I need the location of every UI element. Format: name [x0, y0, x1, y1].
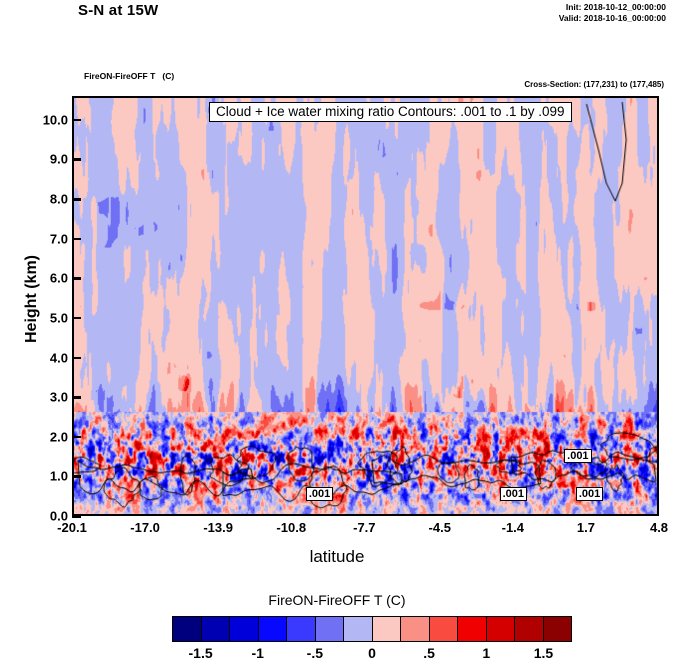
y-tick-mark	[72, 396, 81, 399]
y-tick-mark	[72, 515, 81, 518]
colorbar-cell	[287, 617, 316, 641]
colorbar-title: FireON-FireOFF T (C)	[268, 592, 406, 608]
y-tick-mark	[72, 356, 81, 359]
y-tick-label: 2.0	[49, 429, 68, 445]
colorbar-cell	[173, 617, 202, 641]
plot-area: Cloud + Ice water mixing ratio Contours:…	[72, 96, 659, 516]
y-tick-mark	[72, 277, 81, 280]
y-tick-label: 3.0	[49, 389, 68, 405]
x-tick-label: 4.8	[649, 520, 669, 535]
contour-value-label: .001	[575, 486, 604, 501]
y-tick-mark	[72, 118, 81, 122]
cross-section-info: Cross-Section: (177,231) to (177,485)	[524, 80, 664, 89]
colorbar-tick-label: 1	[482, 645, 491, 661]
colorbar-cell	[258, 617, 287, 641]
y-tick-label: 1.0	[49, 468, 68, 484]
y-tick-label: 4.0	[49, 350, 68, 365]
y-tick-label: 10.0	[42, 112, 68, 128]
colorbar	[172, 616, 572, 642]
x-tick-label: -7.7	[353, 520, 376, 535]
x-tick-label: 1.7	[576, 520, 595, 535]
contour-value-label: .001	[305, 486, 334, 501]
valid-time: Valid: 2018-10-16_00:00:00	[558, 12, 666, 23]
y-tick-mark	[72, 237, 81, 241]
colorbar-cell	[486, 617, 515, 641]
init-time: Init: 2018-10-12_00:00:00	[565, 2, 666, 12]
y-tick-label: 8.0	[49, 191, 68, 207]
colorbar-cell	[515, 617, 544, 641]
y-tick-mark	[72, 198, 81, 201]
x-tick-label: -1.4	[501, 520, 525, 535]
colorbar-tick-label: .5	[423, 645, 435, 661]
init-valid-block: Init: 2018-10-12_00:00:00 Valid: 2018-10…	[559, 2, 666, 23]
colorbar-cell	[458, 617, 487, 641]
y-tick-mark	[72, 475, 81, 478]
colorbar-tick-label: -1.5	[188, 645, 213, 661]
x-tick-label: -17.0	[130, 520, 160, 535]
colorbar-cell	[372, 617, 401, 641]
colorbar-cell	[401, 617, 430, 641]
y-tick-mark	[72, 158, 81, 161]
page-title: S-N at 15W	[78, 2, 159, 19]
y-tick-label: 9.0	[49, 151, 68, 167]
colorbar-tick-label: -.5	[306, 645, 324, 661]
y-axis-title: Height (km)	[23, 255, 40, 343]
colorbar-ticks: -1.5 -1 -.5 0 .5 1 1.5	[0, 645, 674, 665]
x-tick-label: -20.1	[57, 520, 87, 535]
y-tick-label: 6.0	[49, 270, 68, 286]
y-tick-mark	[72, 435, 81, 439]
y-tick-label: 5.0	[49, 310, 68, 326]
colorbar-cell	[315, 617, 344, 641]
y-axis: 0.0 1.0 2.0 3.0 4.0 5.0 6.0 7.0 8.0 9.0 10.0	[8, 96, 81, 524]
x-axis: -20.1 -17.0 -13.9 -10.8 -7.7 -4.5 -1.4 1.7 4.8	[0, 520, 674, 540]
colorbar-cell	[344, 617, 373, 641]
y-tick-label: 7.0	[49, 231, 68, 247]
y-tick-mark	[72, 316, 81, 320]
contour-value-label: .001	[564, 448, 592, 463]
contour-title-box: Cloud + Ice water mixing ratio Contours:…	[209, 102, 572, 122]
x-tick-label: -4.5	[428, 520, 451, 535]
colorbar-tick-label: -1	[251, 645, 264, 661]
colorbar-cell	[429, 617, 458, 641]
metadata-line-variable: FireON-FireOFF T (C)	[84, 71, 175, 81]
colorbar-cell	[201, 617, 230, 641]
x-tick-label: -13.9	[203, 520, 233, 535]
x-axis-title: latitude	[309, 547, 365, 566]
colorbar-tick-label: 1.5	[533, 645, 554, 661]
colorbar-cell	[230, 617, 259, 641]
y-tick-label: 0.0	[49, 508, 68, 524]
colorbar-tick-label: 0	[368, 645, 376, 661]
x-tick-label: -10.8	[276, 520, 307, 535]
contour-field-canvas	[74, 98, 657, 514]
contour-value-label: .001	[499, 486, 527, 501]
colorbar-cell	[543, 617, 571, 641]
